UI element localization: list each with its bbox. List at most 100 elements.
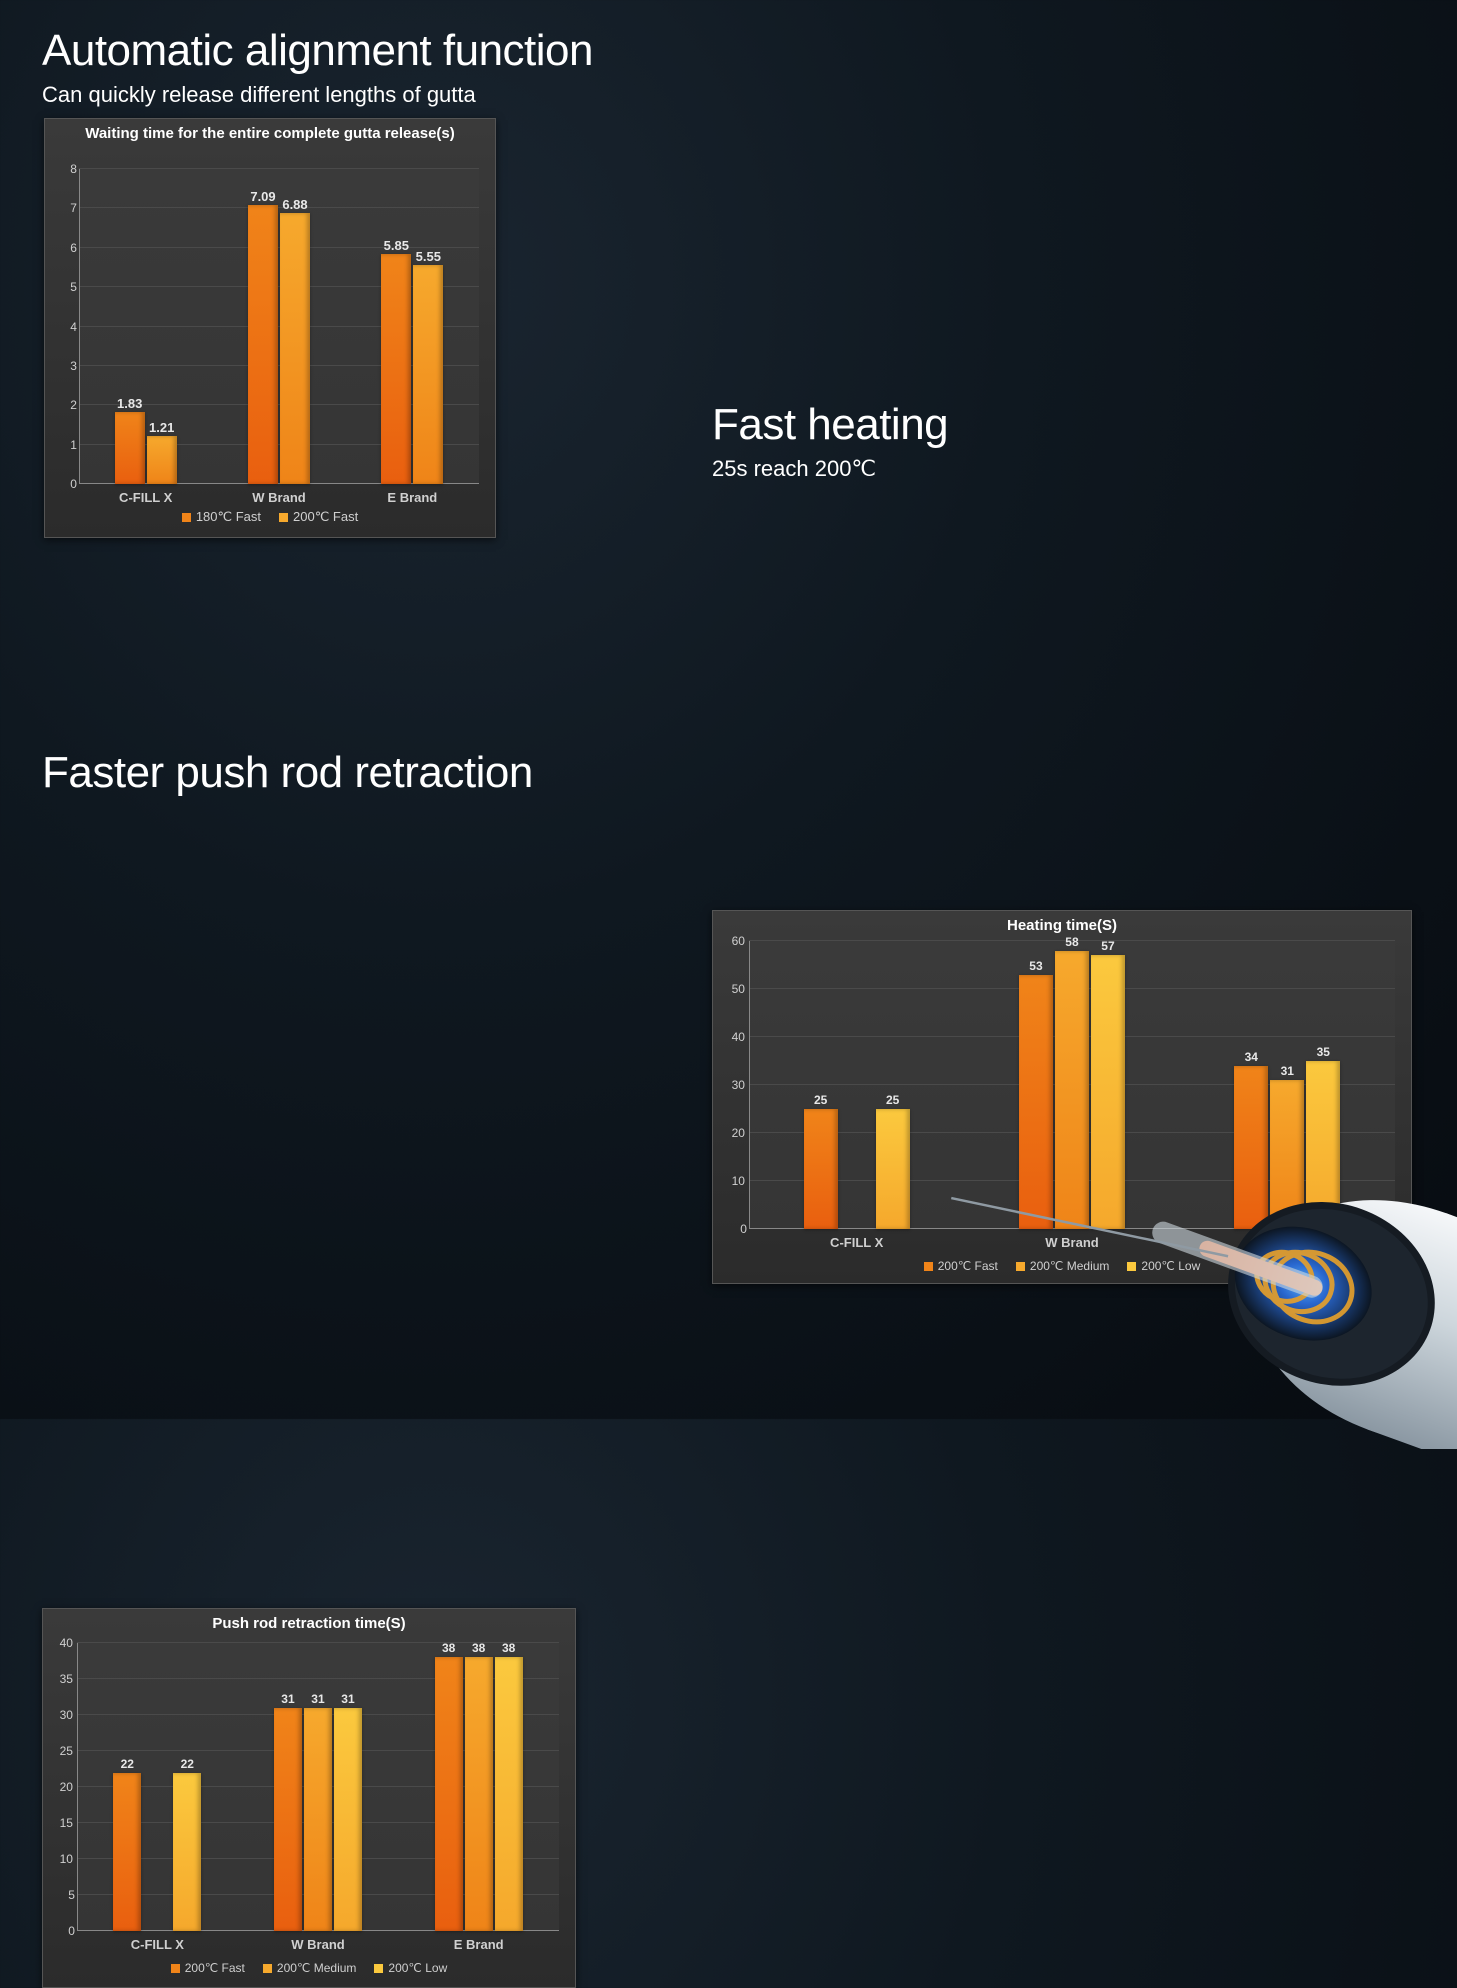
y-axis-tick: 0 — [68, 1924, 75, 1938]
bar: 31 — [304, 1708, 332, 1931]
legend-item: 200℃ Medium — [1016, 1259, 1110, 1273]
x-axis-tick: C-FILL X — [830, 1229, 883, 1250]
section-faster-retraction: Faster push rod retraction — [42, 748, 533, 798]
legend-swatch — [279, 513, 288, 522]
y-axis-tick: 40 — [732, 1030, 745, 1044]
bar: 35 — [1306, 1061, 1340, 1229]
section-subtitle: 25s reach 200℃ — [712, 456, 948, 482]
bar-group: 313131 — [260, 1643, 376, 1931]
bar-value-label: 22 — [181, 1757, 194, 1771]
bar-group: 1.83 1.21 — [98, 169, 194, 484]
legend-label: 200℃ Fast — [293, 509, 358, 525]
y-axis-tick: 60 — [732, 934, 745, 948]
bar-value-label: 57 — [1101, 939, 1114, 953]
legend-item: 200℃ Fast — [924, 1259, 998, 1273]
y-axis-tick: 0 — [740, 1222, 747, 1236]
legend-swatch — [1127, 1262, 1136, 1271]
bar-value-label: 1.21 — [149, 420, 174, 435]
legend-label: 200℃ Low — [388, 1961, 447, 1975]
legend-label: 200℃ Medium — [277, 1961, 357, 1975]
x-axis-tick: W Brand — [291, 1931, 344, 1952]
bar-value-label: 1.83 — [117, 396, 142, 411]
bar-value-label: 38 — [472, 1641, 485, 1655]
bar: 22 — [113, 1773, 141, 1931]
y-axis — [79, 169, 80, 484]
legend-label: 200℃ Fast — [185, 1961, 245, 1975]
bar-group: 38 38 38 — [421, 1643, 537, 1931]
bar-group: 5.855.55 — [364, 169, 460, 484]
bar-value-label: 22 — [121, 1757, 134, 1771]
legend-swatch — [374, 1964, 383, 1973]
bar-value-label: 7.09 — [250, 189, 275, 204]
bar: 5.55 — [413, 265, 443, 484]
legend-label: 200℃ Fast — [938, 1259, 998, 1273]
bar: 31 — [334, 1708, 362, 1931]
y-axis-tick: 25 — [60, 1744, 73, 1758]
bar-value-label: 35 — [1317, 1045, 1330, 1059]
legend-item: 180℃ Fast — [182, 509, 261, 525]
y-axis-tick: 10 — [732, 1174, 745, 1188]
y-axis-tick: 50 — [732, 982, 745, 996]
bar: 5.85 — [381, 254, 411, 484]
chart-title: Heating time(S) — [713, 911, 1411, 934]
x-axis-tick: W Brand — [252, 484, 305, 505]
bar: 58 — [1055, 951, 1089, 1229]
legend: 180℃ Fast 200℃ Fast — [45, 509, 495, 525]
legend-label: 200℃ Medium — [1030, 1259, 1110, 1273]
chart-title: Waiting time for the entire complete gut… — [45, 119, 495, 142]
bar-group: 25 25 — [786, 941, 928, 1229]
y-axis-tick: 8 — [70, 162, 77, 176]
y-axis — [749, 941, 750, 1229]
y-axis-tick: 0 — [70, 477, 77, 491]
bar: 25 — [804, 1109, 838, 1229]
chart-title: Push rod retraction time(S) — [43, 1609, 575, 1632]
bar-value-label: 31 — [281, 1692, 294, 1706]
bar: 34 — [1234, 1066, 1268, 1229]
bar-value-label: 25 — [886, 1093, 899, 1107]
bar-value-label: 53 — [1029, 959, 1042, 973]
bar-value-label: 38 — [502, 1641, 515, 1655]
y-axis-tick: 35 — [60, 1672, 73, 1686]
bar: 53 — [1019, 975, 1053, 1229]
section-fast-heating: Fast heating 25s reach 200℃ — [712, 400, 948, 482]
bar: 57 — [1091, 955, 1125, 1229]
x-axis-tick: E Brand — [1262, 1229, 1312, 1250]
bar: 7.09 — [248, 205, 278, 484]
bar-value-label: 31 — [311, 1692, 324, 1706]
y-axis-tick: 15 — [60, 1816, 73, 1830]
y-axis-tick: 40 — [60, 1636, 73, 1650]
y-axis-tick: 20 — [732, 1126, 745, 1140]
chart-heating-time: Heating time(S)01020304050602525C-FILL X… — [712, 910, 1412, 1284]
x-axis-tick: C-FILL X — [131, 1931, 184, 1952]
section-title: Faster push rod retraction — [42, 748, 533, 798]
section-auto-alignment: Automatic alignment function Can quickly… — [42, 26, 593, 108]
bar-group: 22 22 — [99, 1643, 215, 1931]
bar: 31 — [1270, 1080, 1304, 1229]
legend-swatch — [924, 1262, 933, 1271]
y-axis — [77, 1643, 78, 1931]
y-axis-tick: 3 — [70, 359, 77, 373]
y-axis-tick: 6 — [70, 241, 77, 255]
bar-value-label: 5.85 — [384, 238, 409, 253]
legend-swatch — [263, 1964, 272, 1973]
y-axis-tick: 7 — [70, 201, 77, 215]
legend-item: 200℃ Fast — [279, 509, 358, 525]
bar-value-label: 34 — [1245, 1050, 1258, 1064]
bar-group: 535857 — [1001, 941, 1143, 1229]
bar: 25 — [876, 1109, 910, 1229]
plot-area: 01020304050602525C-FILL X535857W Brand34… — [749, 941, 1395, 1229]
legend-swatch — [182, 513, 191, 522]
bar: 38 — [435, 1657, 463, 1931]
bar-value-label: 38 — [442, 1641, 455, 1655]
chart-retraction-time: Push rod retraction time(S)0510152025303… — [42, 1608, 576, 1988]
legend-item: 200℃ Medium — [263, 1961, 357, 1975]
legend-item: 200℃ Low — [374, 1961, 447, 1975]
x-axis-tick: W Brand — [1045, 1229, 1098, 1250]
bar-value-label: 5.55 — [416, 249, 441, 264]
y-axis-tick: 2 — [70, 398, 77, 412]
bar-group: 7.096.88 — [231, 169, 327, 484]
x-axis-tick: C-FILL X — [119, 484, 172, 505]
y-axis-tick: 5 — [68, 1888, 75, 1902]
bar: 1.21 — [147, 436, 177, 484]
y-axis-tick: 10 — [60, 1852, 73, 1866]
